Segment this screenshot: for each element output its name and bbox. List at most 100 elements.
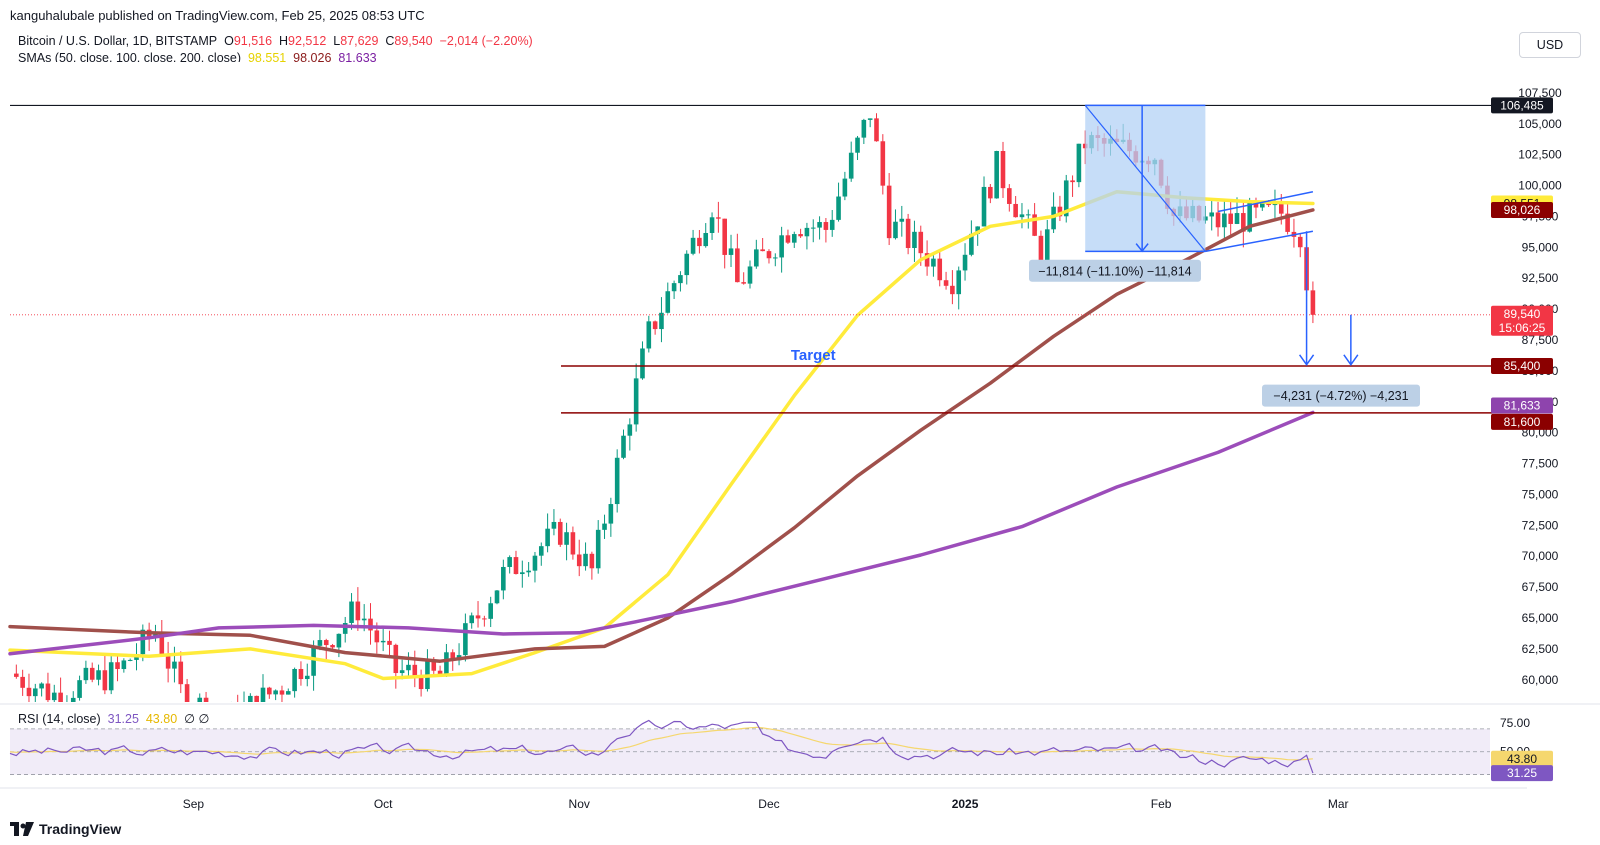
candle-body xyxy=(330,645,335,648)
candle-body xyxy=(482,618,487,620)
candle-body xyxy=(374,630,380,643)
candle-body xyxy=(323,640,329,646)
candle-body xyxy=(254,695,259,702)
candle-body xyxy=(937,258,943,281)
candle-body xyxy=(526,570,531,573)
measure-label-1: −11,814 (−11.10%) −11,814 xyxy=(1038,264,1191,278)
price-badge-bg xyxy=(1491,305,1553,336)
candle-body xyxy=(532,555,538,571)
candle-body xyxy=(159,631,165,655)
candle-body xyxy=(741,282,746,284)
sma50-value: 98,551 xyxy=(247,51,287,65)
candle-body xyxy=(829,219,835,230)
candle-body xyxy=(735,248,740,283)
candle-body xyxy=(248,695,253,702)
candle-body xyxy=(823,222,829,230)
candle-body xyxy=(197,697,203,702)
candle-body xyxy=(988,186,993,199)
rsi-ma-value: 43.80 xyxy=(145,712,178,726)
candle-body xyxy=(886,185,892,239)
candle-body xyxy=(633,378,639,425)
currency-button[interactable]: USD xyxy=(1519,32,1581,58)
candle-body xyxy=(108,662,114,691)
rsi-band xyxy=(10,728,1490,775)
candle-body xyxy=(121,660,127,670)
open-value: 91,516 xyxy=(233,34,273,48)
candle-body xyxy=(646,321,652,349)
price-badge: 81,633 xyxy=(1504,398,1541,412)
candle-body xyxy=(842,178,848,197)
x-tick-label: 2025 xyxy=(952,797,979,811)
rsi-legend[interactable]: RSI (14, close) 31.25 43.80 ∅ ∅ xyxy=(18,711,209,726)
candle-body xyxy=(1215,212,1221,228)
candle-body xyxy=(1063,180,1069,217)
target-arrowhead-1 xyxy=(1298,354,1315,367)
high-label: H xyxy=(279,34,289,48)
candle-body xyxy=(671,283,677,292)
tradingview-logo[interactable]: TradingView xyxy=(10,821,121,837)
candle-body xyxy=(931,258,936,267)
candle-body xyxy=(260,687,266,702)
y-tick-label: 75,000 xyxy=(1522,487,1559,501)
candle-body xyxy=(943,280,949,286)
x-tick-label: Nov xyxy=(569,797,590,811)
channel-upper xyxy=(1217,190,1314,213)
candle-body xyxy=(65,702,70,706)
candle-body xyxy=(1241,213,1246,232)
price-pane[interactable] xyxy=(10,62,1526,702)
candle-body xyxy=(520,572,525,575)
candle-body xyxy=(115,662,120,670)
y-tick-label: 65,000 xyxy=(1522,611,1559,625)
brand-label: TradingView xyxy=(39,821,122,837)
price-badge-bg xyxy=(1491,201,1553,218)
candle-body xyxy=(747,266,753,284)
x-tick-label: Feb xyxy=(1151,797,1172,811)
symbol-legend[interactable]: Bitcoin / U.S. Dollar, 1D, BITSTAMP O91,… xyxy=(18,34,533,48)
price-badge: 85,400 xyxy=(1504,359,1541,373)
candle-body xyxy=(880,141,886,186)
measure-label-1-bg xyxy=(1029,259,1201,282)
y-tick-label: 77,500 xyxy=(1522,457,1559,471)
candle-body xyxy=(614,457,620,505)
candle-body xyxy=(406,664,411,671)
candle-body xyxy=(924,253,930,267)
candle-body xyxy=(690,237,696,254)
candle-body xyxy=(1222,213,1227,228)
sma200-value: 81,633 xyxy=(338,51,377,65)
candle-body xyxy=(772,257,778,259)
candle-body xyxy=(1260,202,1265,208)
y-tick-label: 102,500 xyxy=(1518,148,1562,162)
candle-body xyxy=(583,553,588,567)
candle-body xyxy=(551,521,557,529)
y-tick-label: 60,000 xyxy=(1522,673,1559,687)
candle-body xyxy=(431,659,437,671)
candle-body xyxy=(779,235,784,258)
candle-body xyxy=(678,275,683,284)
candle-body xyxy=(956,270,962,295)
candle-body xyxy=(994,151,999,199)
x-tick-label: Oct xyxy=(374,797,393,811)
candle-body xyxy=(1007,188,1012,204)
candle-body xyxy=(393,644,399,674)
y-tick-label: 100,000 xyxy=(1518,179,1562,193)
price-badge-bg xyxy=(1491,357,1553,374)
candle-body xyxy=(709,217,715,234)
candle-body xyxy=(918,231,924,254)
candle-body xyxy=(412,664,418,676)
candle-body xyxy=(513,557,519,575)
candle-body xyxy=(51,692,57,701)
candle-body xyxy=(804,227,810,237)
candle-body xyxy=(962,254,968,271)
candle-body xyxy=(336,633,342,648)
candle-body xyxy=(172,661,177,669)
candle-body xyxy=(279,690,285,695)
target-label: Target xyxy=(791,347,836,364)
rsi-icons: ∅ ∅ xyxy=(184,712,210,726)
candle-body xyxy=(810,227,816,229)
close-label: C xyxy=(385,34,395,48)
sma-legend[interactable]: SMAs (50, close, 100, close, 200, close)… xyxy=(18,51,377,65)
candle-body xyxy=(1025,214,1031,216)
candle-body xyxy=(399,670,405,674)
candle-body xyxy=(1234,213,1240,224)
